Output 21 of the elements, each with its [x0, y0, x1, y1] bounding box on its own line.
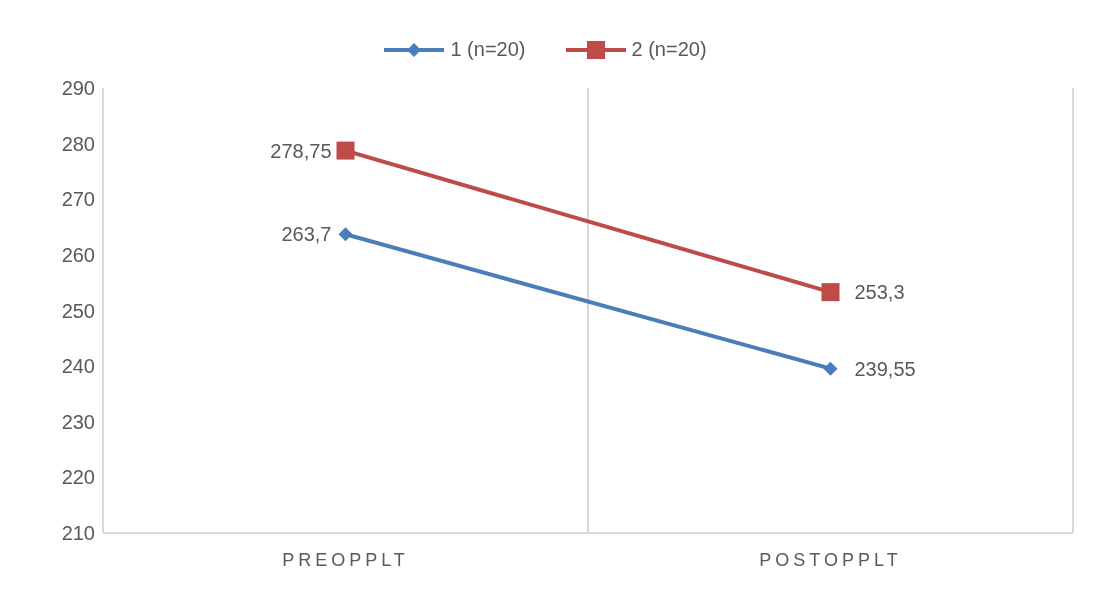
- y-tick-label: 210: [61, 522, 95, 545]
- x-tick-label: POSTOPPLT: [759, 549, 902, 570]
- y-tick-label: 250: [61, 299, 95, 322]
- data-label: 263,7: [281, 223, 332, 246]
- point: [821, 283, 840, 302]
- y-tick-label: 280: [61, 132, 95, 155]
- y-tick-label: 220: [61, 466, 95, 489]
- x-tick-label: PREOPPLT: [282, 549, 409, 570]
- y-tick-label: 270: [61, 188, 95, 211]
- data-label: 278,75: [270, 139, 332, 162]
- y-tick-label: 260: [61, 243, 95, 266]
- data-label: 239,55: [854, 357, 916, 380]
- y-tick-label: 230: [61, 410, 95, 433]
- y-tick-label: 290: [61, 77, 95, 100]
- point: [823, 361, 838, 376]
- point: [338, 227, 353, 242]
- legend-label: 2 (n=20): [631, 38, 707, 61]
- data-label: 253,3: [854, 281, 905, 304]
- point: [336, 141, 355, 160]
- legend-label: 1 (n=20): [450, 38, 526, 61]
- y-tick-label: 240: [61, 355, 95, 378]
